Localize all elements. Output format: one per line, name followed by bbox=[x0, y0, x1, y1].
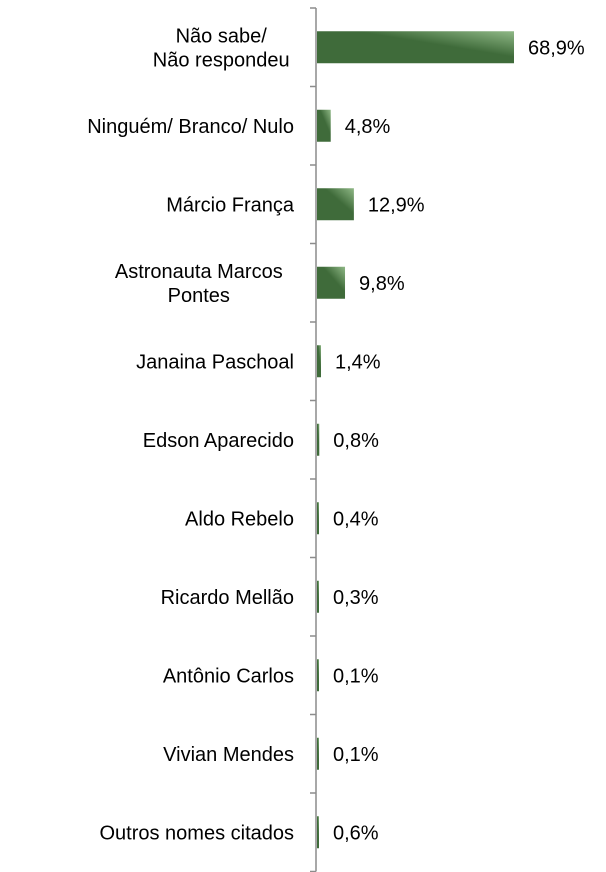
category-tick-label: Outros nomes citados bbox=[99, 822, 294, 844]
data-label: 0,6% bbox=[333, 822, 379, 844]
bar bbox=[317, 188, 354, 221]
data-label: 0,8% bbox=[333, 430, 379, 452]
bar bbox=[317, 580, 319, 613]
category-tick-label: Vivian Mendes bbox=[163, 744, 294, 766]
bar bbox=[317, 737, 319, 770]
bar bbox=[317, 502, 319, 535]
data-label: 1,4% bbox=[335, 351, 381, 373]
bar bbox=[317, 816, 319, 849]
category-tick-label: Ninguém/ Branco/ Nulo bbox=[87, 116, 294, 138]
data-label: 0,1% bbox=[333, 665, 379, 687]
category-tick-label: Não sabe/Não respondeu bbox=[153, 25, 290, 71]
bar bbox=[317, 659, 319, 692]
data-label: 0,1% bbox=[333, 744, 379, 766]
bars-group bbox=[317, 31, 514, 849]
category-tick-label: Astronauta Marcos Pontes bbox=[115, 261, 283, 307]
category-tick-label: Aldo Rebelo bbox=[185, 508, 294, 530]
category-tick-label: Antônio Carlos bbox=[163, 665, 294, 687]
category-axis bbox=[310, 7, 317, 872]
bar bbox=[317, 345, 322, 378]
category-tick-label: Edson Aparecido bbox=[143, 430, 294, 452]
data-label: 12,9% bbox=[368, 194, 425, 216]
category-tick-label: Márcio França bbox=[166, 194, 295, 216]
data-label: 9,8% bbox=[359, 273, 405, 295]
data-label: 0,3% bbox=[333, 587, 379, 609]
category-tick-label: Janaina Paschoal bbox=[136, 351, 294, 373]
bar bbox=[317, 109, 331, 142]
data-label: 68,9% bbox=[528, 37, 585, 59]
category-labels-group: Não sabe/Não respondeu Ninguém/ Branco/ N… bbox=[87, 25, 295, 844]
category-tick-label: Ricardo Mellão bbox=[161, 587, 294, 609]
bar bbox=[317, 31, 514, 64]
value-labels-group: 68,9% 4,8% 12,9% 9,8% 1,4% 0,8% 0,4% 0,3% 0,1% 0,… bbox=[333, 37, 585, 844]
bar bbox=[317, 266, 346, 299]
bar bbox=[317, 423, 320, 456]
data-label: 4,8% bbox=[345, 116, 391, 138]
data-label: 0,4% bbox=[333, 508, 379, 530]
